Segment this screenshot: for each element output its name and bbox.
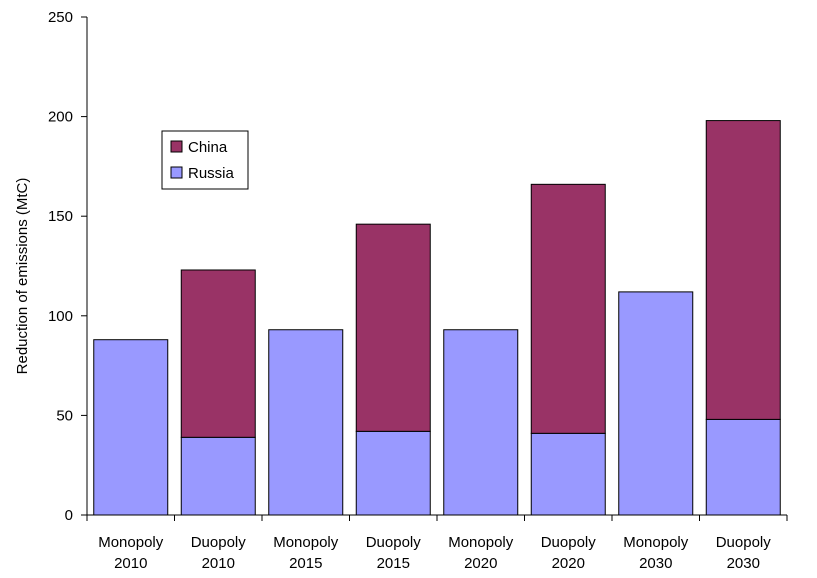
x-category-label: Monopoly	[623, 534, 689, 551]
bar-china-5	[530, 183, 606, 434]
x-category-label: Duopoly	[191, 534, 247, 551]
legend: China Russia	[161, 130, 249, 190]
x-category-label: 2010	[114, 555, 147, 572]
y-tick-label: 0	[65, 507, 73, 524]
legend-label-russia: Russia	[188, 165, 235, 182]
x-axis-ticks: Monopoly 2010 Duopoly 2010 Monopoly 2015 Duopo…	[86, 515, 788, 572]
bar-russia-5	[530, 432, 606, 516]
bar-china-3	[355, 223, 431, 432]
y-axis-title: Reduction of emissions (MtC)	[14, 178, 31, 375]
x-category-label: 2015	[289, 555, 322, 572]
legend-label-china: China	[188, 139, 228, 156]
bar-russia-4	[443, 329, 519, 516]
x-category-label: Duopoly	[716, 534, 772, 551]
bars-group	[93, 120, 781, 516]
bar-china-1	[180, 269, 256, 438]
bar-russia-7	[705, 418, 781, 516]
x-category-label: 2015	[377, 555, 410, 572]
x-category-label: 2030	[727, 555, 760, 572]
x-category-label: 2010	[202, 555, 235, 572]
y-axis-ticks: 0 50 100 150 200 250	[48, 9, 87, 524]
y-tick-label: 100	[48, 308, 73, 325]
x-category-label: Duopoly	[366, 534, 422, 551]
bar-russia-2	[268, 329, 344, 516]
x-category-label: Duopoly	[541, 534, 597, 551]
y-tick-label: 250	[48, 9, 73, 26]
x-category-label: Monopoly	[273, 534, 339, 551]
x-category-label: 2030	[639, 555, 672, 572]
legend-swatch-russia	[170, 166, 183, 179]
x-category-label: 2020	[552, 555, 585, 572]
y-tick-label: 50	[56, 407, 73, 424]
x-category-label: Monopoly	[448, 534, 514, 551]
bar-russia-0	[93, 339, 169, 516]
x-category-label: Monopoly	[98, 534, 164, 551]
bar-china-7	[705, 120, 781, 420]
bar-russia-3	[355, 430, 431, 516]
bar-russia-1	[180, 436, 256, 516]
x-category-label: 2020	[464, 555, 497, 572]
y-tick-label: 150	[48, 208, 73, 225]
legend-swatch-china	[170, 140, 183, 153]
bar-russia-6	[618, 291, 694, 516]
y-tick-label: 200	[48, 109, 73, 126]
